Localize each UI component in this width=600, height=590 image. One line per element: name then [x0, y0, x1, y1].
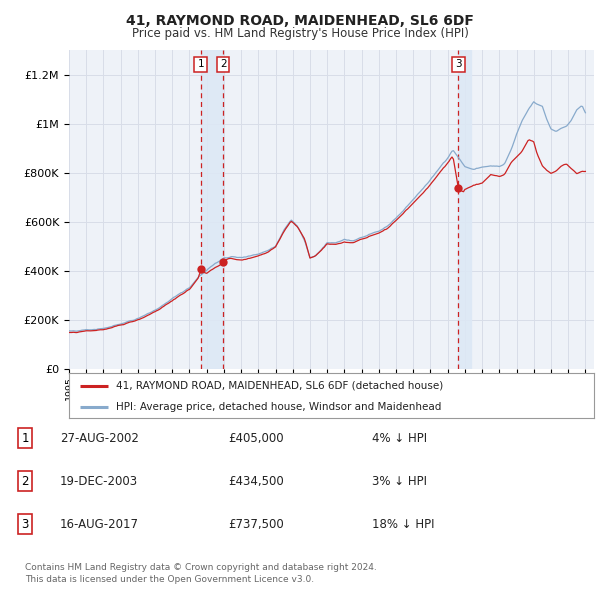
Text: HPI: Average price, detached house, Windsor and Maidenhead: HPI: Average price, detached house, Wind… [116, 402, 442, 412]
Text: 41, RAYMOND ROAD, MAIDENHEAD, SL6 6DF: 41, RAYMOND ROAD, MAIDENHEAD, SL6 6DF [126, 14, 474, 28]
Text: 18% ↓ HPI: 18% ↓ HPI [372, 517, 434, 530]
Text: 2: 2 [22, 474, 29, 487]
Text: 27-AUG-2002: 27-AUG-2002 [60, 431, 139, 444]
Text: £405,000: £405,000 [228, 431, 284, 444]
Bar [458, 50, 471, 369]
Text: 2: 2 [220, 60, 227, 70]
Text: 16-AUG-2017: 16-AUG-2017 [60, 517, 139, 530]
Text: 1: 1 [22, 431, 29, 444]
Text: £737,500: £737,500 [228, 517, 284, 530]
Text: 3% ↓ HPI: 3% ↓ HPI [372, 474, 427, 487]
Text: 1: 1 [197, 60, 204, 70]
Text: 4% ↓ HPI: 4% ↓ HPI [372, 431, 427, 444]
Text: Contains HM Land Registry data © Crown copyright and database right 2024.
This d: Contains HM Land Registry data © Crown c… [25, 563, 377, 584]
Text: 19-DEC-2003: 19-DEC-2003 [60, 474, 138, 487]
Text: 41, RAYMOND ROAD, MAIDENHEAD, SL6 6DF (detached house): 41, RAYMOND ROAD, MAIDENHEAD, SL6 6DF (d… [116, 381, 443, 391]
Bar [200, 50, 223, 369]
Text: £434,500: £434,500 [228, 474, 284, 487]
Text: 3: 3 [22, 517, 29, 530]
Text: Price paid vs. HM Land Registry's House Price Index (HPI): Price paid vs. HM Land Registry's House … [131, 27, 469, 40]
Text: 3: 3 [455, 60, 461, 70]
